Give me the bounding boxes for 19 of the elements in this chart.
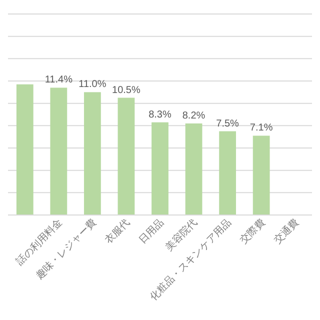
- data-label: 8.2%: [182, 110, 206, 122]
- x-tick-label: 衣服代: [102, 216, 132, 246]
- data-label: 10.5%: [112, 84, 141, 96]
- data-label: 11.4%: [44, 74, 73, 86]
- bar: [50, 88, 68, 215]
- x-tick-label: 交通費: [272, 216, 302, 246]
- data-label: 7.1%: [250, 122, 273, 134]
- data-label: 8.3%: [148, 109, 172, 120]
- x-tick-label: 日用品: [137, 217, 166, 246]
- bar: [219, 131, 236, 215]
- bar: [16, 84, 34, 215]
- data-label: 7.5%: [216, 118, 240, 130]
- bar: [152, 122, 168, 215]
- bar: [252, 136, 270, 215]
- bar: [84, 92, 101, 215]
- x-tick-label: 交際費: [238, 216, 268, 246]
- bar: [185, 123, 202, 215]
- bar: [118, 98, 135, 215]
- data-label: 11.0%: [78, 79, 106, 90]
